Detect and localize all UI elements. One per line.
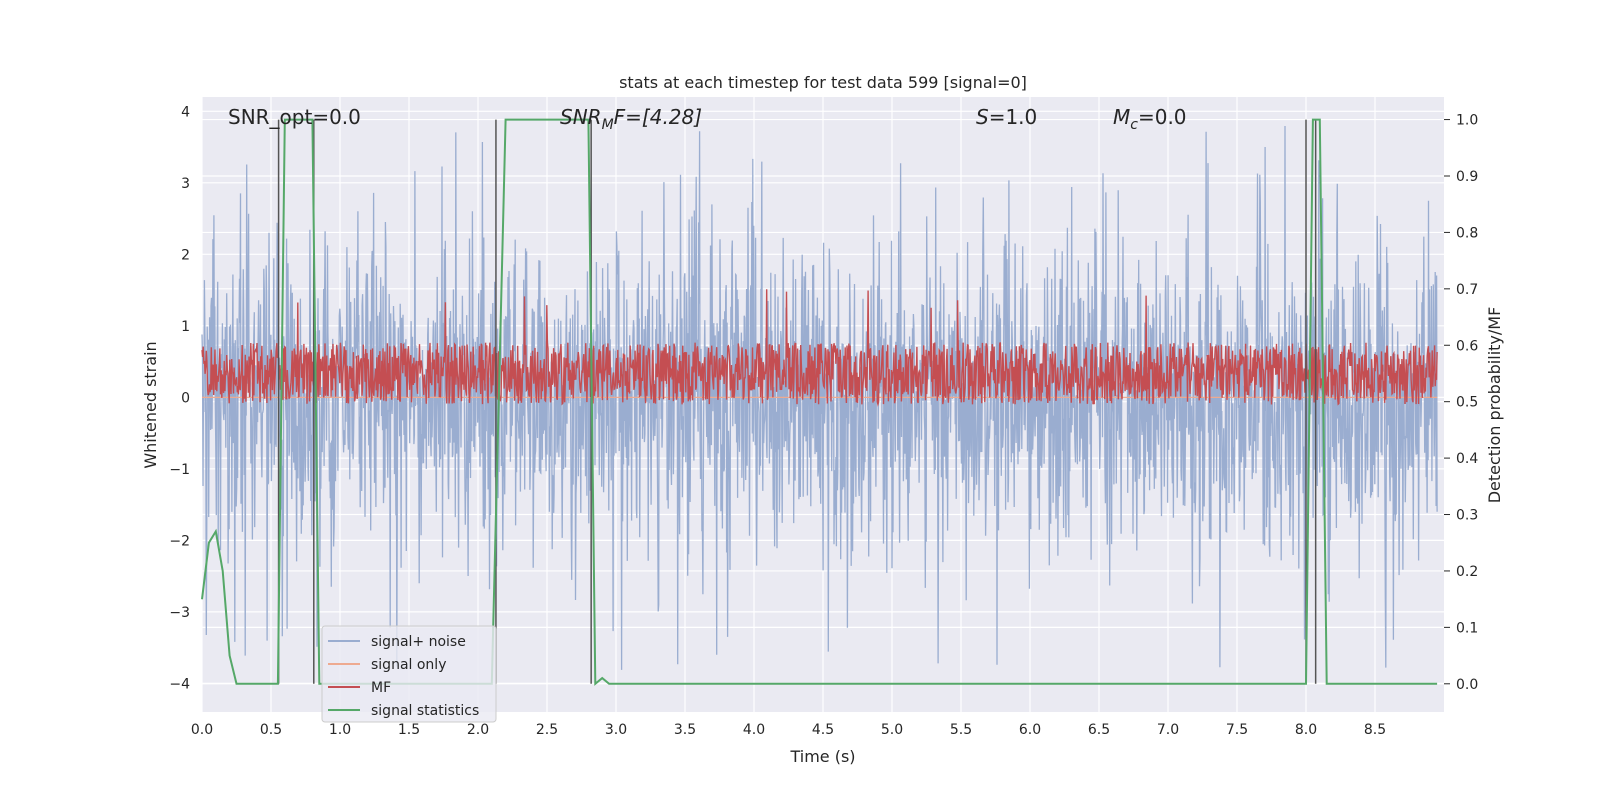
x-tick-label: 6.0 [1019,722,1041,738]
x-axis-label: Time (s) [789,747,855,766]
x-tick-label: 4.0 [743,722,765,738]
y-right-tick-label: 0.7 [1456,282,1478,298]
y-right-tick-label: 1.0 [1456,113,1478,129]
y-right-tick-label: 0.8 [1456,225,1478,241]
y-axis-right: 1.0 0.9 0.8 0.7 0.6 0.5 0.4 0.3 0.2 0.1 0.0 [1444,113,1478,693]
snr-mf-annotation: SNRMF=[4.28] [560,105,702,133]
x-tick-label: 0.0 [191,722,213,738]
y-left-tick-label: 0 [181,390,190,406]
snr-opt-annotation: SNR_opt=0.0 [228,105,361,129]
y-left-tick-label: −1 [169,462,190,478]
legend-label: signal statistics [371,703,479,719]
series-mf [201,289,1438,407]
y-left-tick-label: 1 [181,319,190,335]
legend-box [321,625,497,723]
y-right-tick-label: 0.2 [1456,564,1478,580]
y-left-tick-label: 2 [181,247,190,263]
y-axis-left-label: Whitened strain [141,341,160,468]
x-tick-label: 7.5 [1226,722,1248,738]
legend: signal+ noise signal only MF signal statist… [321,625,497,723]
x-tick-label: 1.5 [398,722,420,738]
y-right-tick-label: 0.5 [1456,395,1478,411]
legend-label: MF [371,680,391,696]
y-right-tick-label: 0.4 [1456,451,1478,467]
x-tick-label: 6.5 [1088,722,1110,738]
chart-title: stats at each timestep for test data 599… [619,73,1027,92]
y-left-tick-label: 3 [181,176,190,192]
x-tick-label: 8.0 [1295,722,1317,738]
legend-label: signal only [371,657,446,673]
x-tick-label: 2.0 [467,722,489,738]
y-axis-right-label: Detection probability/MF [1485,307,1504,504]
x-tick-label: 0.5 [260,722,282,738]
y-right-tick-label: 0.3 [1456,508,1478,524]
y-left-tick-label: −2 [169,533,190,549]
y-right-tick-label: 0.9 [1456,169,1478,185]
mc-annotation: Mc=0.0 [1113,105,1187,133]
x-tick-label: 8.5 [1364,722,1386,738]
x-tick-label: 1.0 [329,722,351,738]
y-right-tick-label: 0.6 [1456,338,1478,354]
x-tick-label: 7.0 [1157,722,1179,738]
x-tick-label: 3.0 [605,722,627,738]
y-left-tick-label: −4 [169,676,190,692]
s-annotation: S=1.0 [976,105,1037,129]
y-right-tick-label: 0.1 [1456,620,1478,636]
y-left-tick-label: 4 [181,104,190,120]
y-right-tick-label: 0.0 [1456,677,1478,693]
x-tick-label: 2.5 [536,722,558,738]
y-axis-left: 4 3 2 1 0 −1 −2 −3 −4 [169,104,190,692]
y-left-tick-label: −3 [169,605,190,621]
legend-label: signal+ noise [371,634,466,650]
x-axis: 0.0 0.5 1.0 1.5 2.0 2.5 3.0 3.5 4.0 4.5 5.0 5.5 6.0 6… [191,722,1386,738]
x-tick-label: 5.0 [881,722,903,738]
x-tick-label: 3.5 [674,722,696,738]
x-tick-label: 5.5 [950,722,972,738]
x-tick-label: 4.5 [812,722,834,738]
